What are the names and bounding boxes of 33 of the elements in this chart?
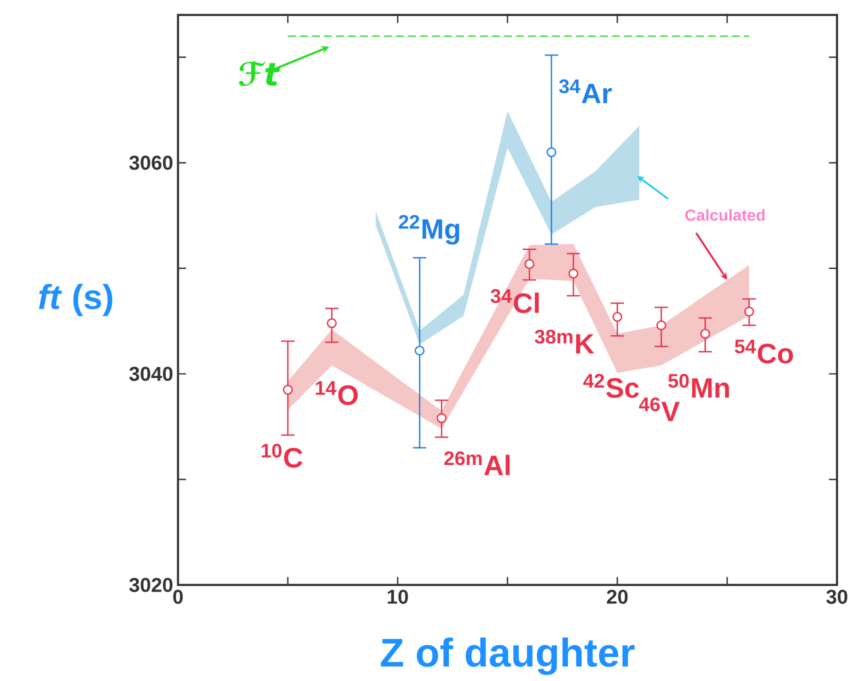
annotation: $^{14}$O bbox=[316, 381, 358, 406]
x-tick-label: 30 bbox=[826, 590, 848, 604]
point bbox=[744, 306, 754, 317]
annotation: $^{34}$Cl bbox=[490, 289, 539, 314]
point bbox=[612, 312, 622, 322]
point bbox=[524, 259, 534, 270]
y-tick-label: 3060 bbox=[129, 156, 172, 170]
point bbox=[414, 346, 425, 356]
annotation: $^{38m}$K bbox=[534, 330, 594, 354]
x-tick-label: 10 bbox=[388, 590, 408, 604]
annotation: $^{50}$Mn bbox=[668, 374, 729, 398]
y-axis-title: ft (s) bbox=[38, 284, 112, 316]
annotation: $^{34}$Ar bbox=[559, 79, 612, 104]
point bbox=[700, 328, 710, 339]
legend-label: ℱt bbox=[239, 60, 280, 86]
point bbox=[568, 268, 578, 279]
y-tick-label: 3040 bbox=[129, 366, 172, 381]
annotation: $^{22}$Mg bbox=[398, 214, 460, 245]
x-tick-label: 0 bbox=[173, 590, 183, 604]
annotation: $^{54}$Co bbox=[734, 340, 793, 364]
annotation: $^{26m}$Al bbox=[444, 451, 510, 476]
point bbox=[546, 147, 556, 158]
x-axis-title: Z of daughter bbox=[380, 638, 635, 675]
annotation: $^{46}$V bbox=[638, 397, 680, 422]
annotation: Calculated bbox=[685, 209, 765, 221]
y-tick-label: 3020 bbox=[129, 578, 172, 592]
point bbox=[282, 384, 293, 395]
point bbox=[326, 318, 337, 328]
x-tick-label: 20 bbox=[606, 590, 628, 604]
point bbox=[656, 320, 666, 330]
point bbox=[436, 413, 447, 424]
annotation: $^{42}$Sc bbox=[583, 374, 639, 398]
annotation: $^{10}$C bbox=[262, 444, 302, 468]
